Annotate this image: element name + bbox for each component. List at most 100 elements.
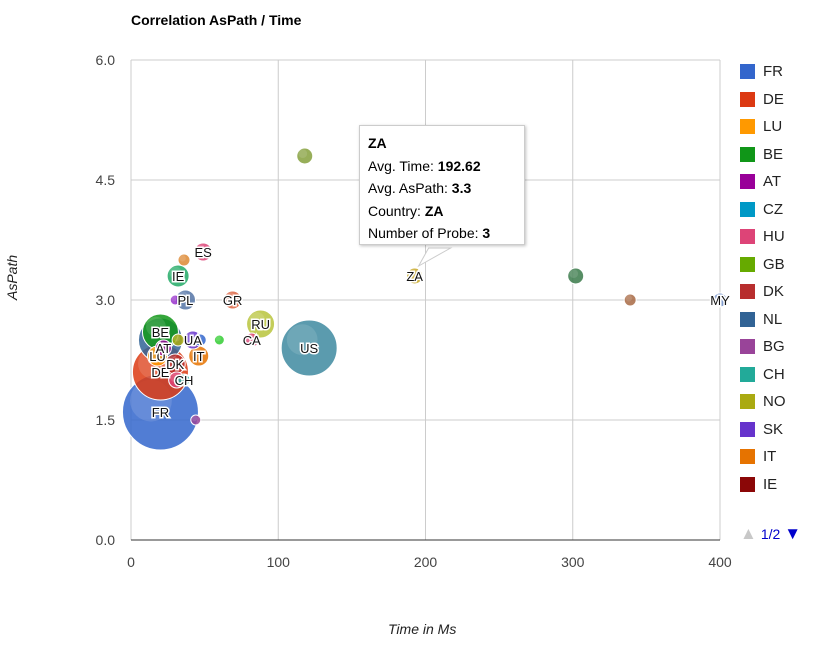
- bubble: [223, 290, 243, 310]
- tooltip-label: Country:: [368, 202, 425, 219]
- legend-label: FR: [763, 63, 783, 81]
- legend-item[interactable]: NL: [740, 306, 786, 334]
- legend-swatch: [740, 339, 755, 355]
- legend-swatch: [740, 119, 755, 135]
- bubble-label: DE: [151, 365, 169, 380]
- bubble-highlight: [173, 334, 180, 342]
- bubble-highlight: [146, 316, 166, 337]
- legend-item[interactable]: FR: [740, 58, 786, 86]
- x-axis-label: Time in Ms: [388, 621, 457, 637]
- legend-swatch: [740, 91, 755, 107]
- y-tick-label: 6.0: [96, 52, 116, 68]
- legend-label: CZ: [763, 200, 783, 218]
- legend-swatch: [740, 174, 755, 190]
- bubble-highlight: [286, 324, 318, 355]
- bubble-highlight: [167, 355, 179, 367]
- bubble-highlight: [170, 373, 180, 382]
- triangle-down-icon[interactable]: ▼: [784, 524, 802, 543]
- legend-swatch: [740, 146, 755, 162]
- bubble: [177, 373, 191, 387]
- legend-label: NL: [763, 310, 783, 328]
- chart-title: Correlation AsPath / Time: [131, 12, 302, 28]
- legend-item[interactable]: HU: [740, 223, 786, 251]
- x-tick-label: 100: [267, 554, 291, 570]
- legend-item[interactable]: BG: [740, 333, 786, 361]
- legend-swatch: [740, 64, 755, 80]
- x-tick-label: 400: [708, 554, 732, 570]
- bubble-label: ZA: [406, 269, 423, 284]
- bubble-label: RU: [251, 317, 270, 332]
- bubble-highlight: [246, 334, 254, 342]
- bubble-label: IT: [193, 349, 205, 364]
- tooltip-title: ZA: [368, 135, 387, 151]
- bubble-label: ES: [194, 245, 212, 260]
- bubble: [246, 309, 276, 339]
- legend-item[interactable]: CH: [740, 361, 786, 389]
- x-tick-label: 200: [414, 554, 438, 570]
- legend-swatch: [740, 394, 755, 410]
- bubble: [177, 253, 191, 267]
- bubble-highlight: [298, 149, 308, 159]
- legend-swatch: [740, 201, 755, 217]
- legend-item[interactable]: IE: [740, 471, 786, 499]
- legend-swatch: [740, 449, 755, 465]
- bubble-highlight: [195, 334, 203, 342]
- legend-item[interactable]: IT: [740, 443, 786, 471]
- bubble: [623, 293, 637, 307]
- bubble: [154, 339, 172, 357]
- bubble-label: DK: [166, 357, 184, 372]
- tooltip-value: 3: [482, 225, 491, 241]
- bubble-highlight: [179, 254, 186, 262]
- bubble-highlight: [569, 269, 579, 278]
- bubble-label: US: [300, 341, 318, 356]
- legend-item[interactable]: AT: [740, 168, 786, 196]
- tooltip-label: Avg. AsPath:: [368, 180, 452, 196]
- legend-item[interactable]: NO: [740, 388, 786, 416]
- bubble: [296, 147, 314, 165]
- bubble-highlight: [169, 266, 182, 279]
- bubble-highlight: [215, 335, 221, 342]
- legend-item[interactable]: LU: [740, 113, 786, 141]
- bubble: [406, 267, 424, 285]
- tooltip-value: 192.62: [437, 157, 481, 174]
- legend-label: BG: [763, 338, 785, 356]
- bubble-label: UA: [184, 333, 202, 348]
- legend-swatch: [740, 476, 755, 492]
- bubble: [190, 414, 202, 426]
- tooltip: ZA Avg. Time: 192.62 Avg. AsPath: 3.3 Co…: [359, 125, 525, 245]
- bubble: [193, 333, 207, 347]
- bubble-label: AT: [156, 341, 172, 356]
- chart-legend: FR DE LU BE AT CZ HU GB DK NL BG CH NO S…: [740, 58, 786, 498]
- legend-item[interactable]: CZ: [740, 196, 786, 224]
- legend-item[interactable]: BE: [740, 141, 786, 169]
- bubble: [213, 334, 225, 346]
- legend-swatch: [740, 256, 755, 272]
- legend-item[interactable]: GB: [740, 251, 786, 279]
- bubble-highlight: [156, 341, 166, 350]
- legend-swatch: [740, 311, 755, 327]
- triangle-up-icon[interactable]: ▲: [740, 524, 757, 543]
- legend-item[interactable]: SK: [740, 416, 786, 444]
- bubble: [171, 333, 185, 347]
- bubble-highlight: [185, 332, 196, 343]
- legend-label: GB: [763, 255, 785, 273]
- tooltip-pointer: [417, 247, 453, 268]
- legend-swatch: [740, 421, 755, 437]
- bubble-label: MY: [710, 293, 730, 308]
- bubble-label: IE: [172, 269, 185, 284]
- legend-swatch: [740, 366, 755, 382]
- legend-item[interactable]: DE: [740, 86, 786, 114]
- y-tick-label: 3.0: [96, 292, 116, 308]
- legend-swatch: [740, 229, 755, 245]
- legend-item[interactable]: DK: [740, 278, 786, 306]
- tooltip-value: 3.3: [451, 180, 472, 196]
- bubble-highlight: [625, 294, 632, 302]
- legend-page-indicator: 1/2: [760, 526, 781, 542]
- tooltip-value: ZA: [424, 202, 444, 219]
- y-tick-label: 1.5: [96, 412, 116, 428]
- legend-label: DK: [763, 283, 784, 301]
- bubble-label: CA: [243, 333, 261, 348]
- y-tick-label: 4.5: [96, 172, 116, 188]
- legend-label: CH: [763, 365, 785, 383]
